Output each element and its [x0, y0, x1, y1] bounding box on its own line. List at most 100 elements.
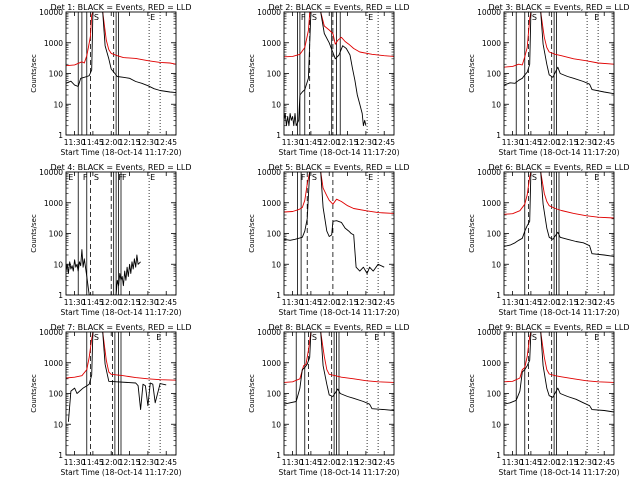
y-tick-label: 1000: [482, 199, 501, 208]
event-marker-E: E: [150, 13, 155, 22]
series-line-lld: [66, 332, 176, 381]
x-tick-label: 11:45: [82, 298, 104, 307]
series-line-lld: [504, 332, 614, 383]
x-tick-label: 12:15: [337, 138, 359, 147]
event-marker-E: E: [594, 333, 599, 342]
x-tick-label: 12:45: [373, 138, 395, 147]
x-tick-label: 11:45: [82, 138, 104, 147]
x-tick-label: 12:30: [575, 458, 597, 467]
x-tick-label: 12:30: [137, 138, 159, 147]
y-tick-label: 1000: [482, 39, 501, 48]
event-marker-S: S: [312, 13, 317, 22]
y-tick-label: 10: [271, 260, 281, 269]
y-tick-label: 1000: [482, 359, 501, 368]
x-tick-label: 11:45: [520, 138, 542, 147]
y-tick-label: 100: [49, 70, 64, 79]
y-tick-label: 10: [53, 100, 63, 109]
y-tick-label: 10: [491, 420, 501, 429]
x-tick-label: 12:30: [575, 298, 597, 307]
x-tick-label: 12:30: [355, 298, 377, 307]
series-line-events: [284, 172, 385, 274]
panel-title: Det 3: BLACK = Events, RED = LLD: [489, 3, 630, 12]
x-tick-label: 12:00: [538, 458, 560, 467]
y-axis-label: Counts/sec: [30, 214, 38, 253]
x-tick-label: 12:45: [155, 458, 177, 467]
y-axis-label: Counts/sec: [468, 214, 476, 253]
x-tick-label: 11:30: [282, 138, 304, 147]
x-tick-label: 11:30: [64, 298, 86, 307]
panel-title: Det 6: BLACK = Events, RED = LLD: [489, 163, 630, 172]
plot-area: [66, 172, 150, 295]
x-tick-label: 12:15: [557, 458, 579, 467]
event-marker-E: E: [368, 13, 373, 22]
event-marker-S: S: [532, 173, 537, 182]
plot-area: [284, 12, 394, 135]
y-tick-label: 1000: [262, 199, 281, 208]
x-axis-label: Start Time (18-Oct-14 11:17:20): [498, 468, 619, 477]
y-tick-label: 100: [267, 70, 282, 79]
x-tick-label: 11:30: [502, 138, 524, 147]
x-tick-label: 11:45: [300, 458, 322, 467]
event-marker-E: E: [594, 13, 599, 22]
axes-frame: [65, 11, 177, 136]
y-tick-label: 10: [53, 260, 63, 269]
detector-panel-8: Det 8: BLACK = Events, RED = LLD Counts/s…: [248, 323, 409, 477]
axes-frame: [283, 171, 395, 296]
x-tick-label: 11:30: [282, 458, 304, 467]
x-tick-label: 12:30: [355, 458, 377, 467]
axes-frame: [503, 331, 615, 456]
y-tick-label: 10000: [257, 168, 281, 177]
x-tick-label: 12:00: [318, 298, 340, 307]
x-tick-label: 11:30: [502, 298, 524, 307]
x-tick-label: 12:15: [119, 298, 141, 307]
panel-title: Det 4: BLACK = Events, RED = LLD: [51, 163, 192, 172]
detector-panel-7: Det 7: BLACK = Events, RED = LLD Counts/s…: [30, 323, 191, 477]
event-marker-F: F: [83, 173, 88, 182]
y-tick-label: 10000: [39, 168, 63, 177]
detector-panel-2: Det 2: BLACK = Events, RED = LLD Counts/s…: [248, 3, 409, 157]
x-axis-label: Start Time (18-Oct-14 11:17:20): [60, 308, 181, 317]
detector-panel-3: Det 3: BLACK = Events, RED = LLD Counts/s…: [468, 3, 629, 157]
y-tick-label: 1: [276, 131, 281, 140]
y-tick-label: 10: [271, 100, 281, 109]
x-axis-label: Start Time (18-Oct-14 11:17:20): [278, 308, 399, 317]
y-tick-label: 10: [491, 260, 501, 269]
y-axis-label: Counts/sec: [468, 54, 476, 93]
series-line-lld: [504, 12, 614, 68]
x-tick-label: 12:45: [155, 298, 177, 307]
event-marker-F: F: [301, 13, 306, 22]
y-tick-label: 10000: [39, 328, 63, 337]
y-axis-label: Counts/sec: [248, 374, 256, 413]
series-line-events: [66, 249, 141, 295]
axes-frame: [65, 331, 177, 456]
y-tick-label: 10000: [477, 168, 501, 177]
y-tick-label: 1: [58, 451, 63, 460]
x-axis-label: Start Time (18-Oct-14 11:17:20): [60, 148, 181, 157]
y-tick-label: 10000: [257, 328, 281, 337]
y-tick-label: 1: [496, 291, 501, 300]
series-line-events: [284, 12, 367, 127]
y-tick-label: 1000: [44, 359, 63, 368]
detector-panel-9: Det 9: BLACK = Events, RED = LLD Counts/s…: [468, 323, 629, 477]
x-tick-label: 12:45: [593, 138, 615, 147]
y-tick-label: 1: [276, 451, 281, 460]
y-tick-label: 10: [271, 420, 281, 429]
plot-area: [66, 12, 176, 135]
axes-frame: [503, 171, 615, 296]
series-line-events: [504, 12, 614, 95]
y-axis-label: Counts/sec: [468, 374, 476, 413]
x-tick-label: 11:45: [82, 458, 104, 467]
series-line-lld: [284, 12, 394, 58]
x-axis-label: Start Time (18-Oct-14 11:17:20): [498, 148, 619, 157]
x-tick-label: 12:45: [373, 298, 395, 307]
panel-title: Det 2: BLACK = Events, RED = LLD: [269, 3, 410, 12]
y-tick-label: 10000: [477, 8, 501, 17]
y-tick-label: 100: [49, 230, 64, 239]
detector-panel-5: Det 5: BLACK = Events, RED = LLD Counts/s…: [248, 163, 409, 317]
axes-frame: [283, 11, 395, 136]
x-tick-label: 12:15: [119, 458, 141, 467]
y-tick-label: 100: [487, 230, 502, 239]
x-tick-label: 12:30: [137, 458, 159, 467]
x-tick-label: 12:15: [557, 298, 579, 307]
panel-title: Det 5: BLACK = Events, RED = LLD: [269, 163, 410, 172]
